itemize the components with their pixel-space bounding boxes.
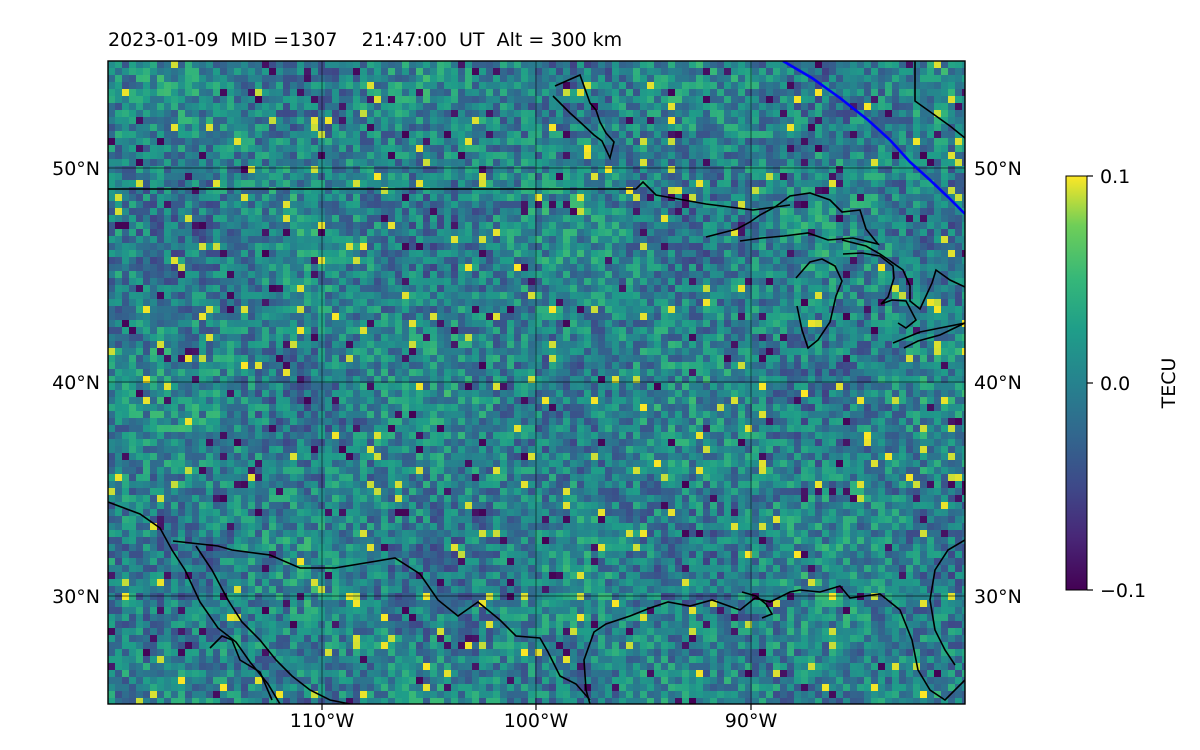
lat-label-right-30n: 30°N — [974, 586, 1022, 608]
us-mexico-border — [172, 540, 591, 701]
lon-label-90w: 90°W — [725, 710, 778, 732]
map-title: 2023-01-09 MID =1307 21:47:00 UT Alt = 3… — [108, 29, 623, 51]
map-gridlines — [108, 61, 965, 704]
gulf-of-california-coast — [195, 545, 351, 704]
lat-label-left-50n: 50°N — [52, 158, 100, 180]
lake-winnipeg-outline — [552, 73, 615, 161]
tec-anomaly-field — [108, 61, 965, 704]
lat-label-left-30n: 30°N — [52, 586, 100, 608]
lat-label-left-40n: 40°N — [52, 372, 100, 394]
colorbar: 0.1 0.0 −0.1 TECU — [1065, 166, 1180, 602]
lake-huron-outline — [842, 252, 918, 329]
terminator-line — [782, 61, 965, 215]
ontario-border — [841, 239, 965, 311]
us-canada-border — [108, 180, 791, 211]
lake-michigan-outline — [795, 258, 843, 350]
colorbar-tick-max: 0.1 — [1100, 166, 1130, 188]
colorbar-tick-min: −0.1 — [1100, 580, 1146, 602]
gulf-coast — [583, 585, 965, 704]
coastlines-and-borders — [108, 61, 965, 704]
lake-superior-outline — [705, 192, 881, 246]
axis-ticks — [321, 704, 752, 710]
lon-label-110w: 110°W — [290, 710, 355, 732]
colorbar-tick-zero: 0.0 — [1100, 373, 1130, 395]
lake-erie-ontario-outline — [892, 322, 965, 349]
mexico-west-inner-coast — [209, 635, 273, 701]
colorbar-label: TECU — [1158, 358, 1180, 410]
texas-coast-detail — [741, 591, 774, 619]
lat-label-right-40n: 40°N — [974, 372, 1022, 394]
lat-label-right-50n: 50°N — [974, 158, 1022, 180]
canada-east-border — [914, 61, 965, 139]
florida-coast — [929, 539, 965, 666]
lon-label-100w: 100°W — [504, 710, 569, 732]
colorbar-gradient — [1065, 175, 1088, 591]
